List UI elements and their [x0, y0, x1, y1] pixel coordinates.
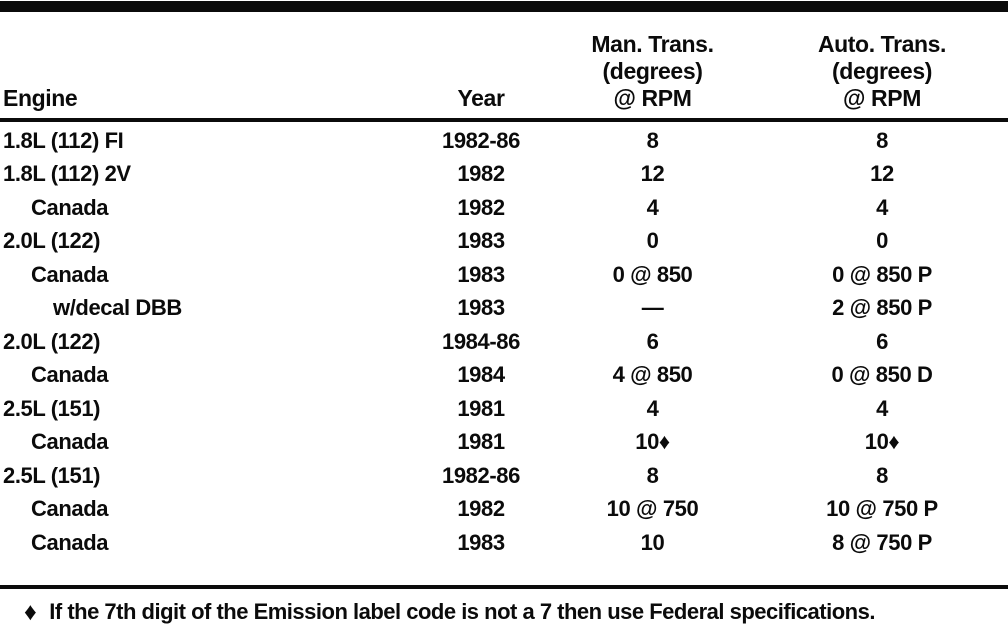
table-top-border	[0, 1, 1008, 12]
table-row: Canada 1983 0 @ 850 0 @ 850 P	[0, 258, 1008, 292]
auto-trans-cell: 10 @ 750 P	[826, 496, 938, 522]
table-row: 1.8L (112) FI 1982-86 8 8	[0, 124, 1008, 158]
table-row: Canada 1982 4 4	[0, 191, 1008, 225]
man-trans-cell: 4 @ 850	[612, 362, 693, 388]
engine-cell: 2.5L (151)	[3, 395, 101, 421]
table-row: Canada 1983 10 8 @ 750 P	[0, 526, 1008, 560]
engine-cell: 1.8L (112) FI	[3, 127, 124, 153]
year-cell: 1982-86	[442, 462, 520, 488]
man-trans-cell: —	[641, 295, 664, 321]
man-trans-cell: 0 @ 850	[612, 261, 693, 287]
man-trans-cell: 4	[646, 194, 659, 220]
auto-trans-header-line3: @ RPM	[843, 85, 921, 111]
engine-cell: Canada	[31, 429, 109, 455]
auto-trans-cell: 0	[876, 228, 888, 254]
engine-cell: w/decal DBB	[53, 295, 182, 321]
man-trans-header-line3: @ RPM	[613, 85, 692, 111]
table-row: Canada 1984 4 @ 850 0 @ 850 D	[0, 359, 1008, 393]
engine-cell: 2.5L (151)	[3, 462, 101, 488]
table-row: 1.8L (112) 2V 1982 12 12	[0, 158, 1008, 192]
year-cell: 1983	[457, 295, 505, 321]
table-body: 1.8L (112) FI 1982-86 8 8 1.8L (112) 2V …	[0, 122, 1008, 560]
footnote-text: If the 7th digit of the Emission label c…	[49, 598, 875, 624]
column-header-auto-trans: Auto. Trans. (degrees) @ RPM	[756, 31, 1008, 112]
man-trans-cell: 0	[646, 228, 659, 254]
engine-cell: Canada	[31, 529, 109, 555]
year-cell: 1984-86	[442, 328, 520, 354]
table-row: 2.0L (122) 1983 0 0	[0, 225, 1008, 259]
year-cell: 1981	[457, 395, 505, 421]
auto-trans-header-line2: (degrees)	[832, 58, 932, 84]
table-row: 2.0L (122) 1984-86 6 6	[0, 325, 1008, 359]
engine-cell: Canada	[31, 362, 109, 388]
table-row: 2.5L (151) 1981 4 4	[0, 392, 1008, 426]
year-cell: 1982	[457, 194, 505, 220]
man-trans-cell: 10	[640, 529, 665, 555]
man-trans-cell: 8	[646, 462, 659, 488]
year-cell: 1982	[457, 496, 505, 522]
auto-trans-cell: 10♦	[864, 429, 900, 455]
auto-trans-cell: 8	[876, 127, 888, 153]
table-row: Canada 1981 10♦ 10♦	[0, 426, 1008, 460]
year-cell: 1982	[457, 161, 505, 187]
column-header-engine: Engine	[3, 85, 78, 111]
footnote: ♦ If the 7th digit of the Emission label …	[0, 589, 1008, 627]
engine-cell: Canada	[31, 261, 109, 287]
auto-trans-cell: 4	[876, 194, 888, 220]
column-header-man-trans: Man. Trans. (degrees) @ RPM	[549, 31, 756, 112]
auto-trans-header-line1: Auto. Trans.	[817, 31, 947, 57]
year-cell: 1983	[457, 228, 505, 254]
diamond-icon: ♦	[24, 597, 37, 626]
table-row: Canada 1982 10 @ 750 10 @ 750 P	[0, 493, 1008, 527]
engine-cell: 2.0L (122)	[3, 228, 101, 254]
table-header-row: Engine Year Man. Trans. (degrees) @ RPM …	[0, 12, 1008, 118]
auto-trans-cell: 0 @ 850 D	[831, 362, 933, 388]
auto-trans-cell: 8	[876, 462, 888, 488]
table-row: 2.5L (151) 1982-86 8 8	[0, 459, 1008, 493]
footnote-divider	[0, 584, 1008, 589]
year-cell: 1983	[457, 529, 505, 555]
auto-trans-cell: 4	[876, 395, 888, 421]
man-trans-header-line2: (degrees)	[602, 58, 703, 84]
man-trans-cell: 6	[646, 328, 659, 354]
auto-trans-cell: 8 @ 750 P	[832, 529, 932, 555]
man-trans-cell: 4	[646, 395, 659, 421]
year-cell: 1982-86	[442, 127, 520, 153]
auto-trans-cell: 6	[876, 328, 888, 354]
man-trans-cell: 10 @ 750	[606, 496, 699, 522]
column-header-year: Year	[457, 85, 505, 111]
auto-trans-cell: 2 @ 850 P	[832, 295, 932, 321]
engine-cell: Canada	[31, 496, 109, 522]
year-cell: 1983	[457, 261, 505, 287]
man-trans-cell: 12	[640, 161, 665, 187]
engine-cell: 2.0L (122)	[3, 328, 101, 354]
auto-trans-cell: 0 @ 850 P	[832, 261, 932, 287]
auto-trans-cell: 12	[870, 161, 894, 187]
man-trans-header-line1: Man. Trans.	[591, 31, 714, 57]
engine-cell: 1.8L (112) 2V	[3, 161, 131, 187]
header-divider	[0, 118, 1008, 122]
engine-cell: Canada	[31, 194, 109, 220]
man-trans-cell: 10♦	[635, 429, 670, 455]
year-cell: 1984	[457, 362, 505, 388]
table-row: w/decal DBB 1983 — 2 @ 850 P	[0, 292, 1008, 326]
year-cell: 1981	[457, 429, 505, 455]
man-trans-cell: 8	[646, 127, 659, 153]
